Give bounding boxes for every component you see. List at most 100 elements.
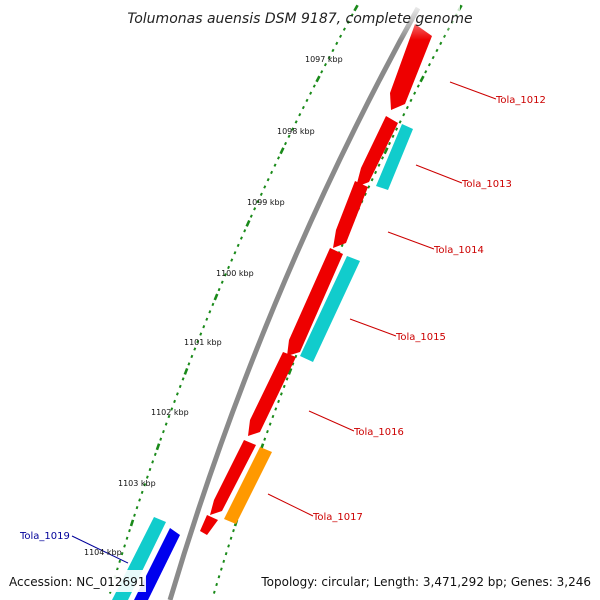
gene-label-tola-1015[interactable]: Tola_1015	[395, 332, 446, 343]
outer-tick	[346, 20, 350, 24]
gene-arrow-tola-1015[interactable]	[287, 248, 343, 356]
outer-tick	[350, 13, 354, 17]
outer-tick	[335, 41, 339, 46]
gene-arrow-tola-1015-reverse[interactable]	[300, 256, 360, 362]
inner-tick	[340, 243, 344, 248]
gene-label-tola-1013[interactable]: Tola_1013	[461, 179, 512, 190]
inner-tick	[215, 582, 219, 587]
outer-tick	[213, 293, 219, 301]
inner-tick	[291, 362, 295, 366]
outer-tick	[151, 460, 155, 464]
leader-tola-1019	[71, 535, 129, 564]
inner-tick	[383, 147, 389, 155]
outer-tick	[266, 178, 270, 182]
kbp-label: 1099 kbp	[247, 198, 285, 207]
inner-tick	[232, 528, 235, 533]
outer-tick	[135, 505, 139, 510]
inner-tick	[416, 84, 420, 88]
outer-tick	[170, 407, 174, 411]
outer-tick	[320, 70, 324, 74]
inner-tick	[224, 552, 228, 556]
inner-tick	[274, 407, 278, 411]
outer-tick	[294, 120, 298, 124]
inner-tick	[413, 91, 417, 95]
gene-arrow-tola-1016b[interactable]	[210, 440, 256, 515]
inner-tick	[279, 392, 283, 396]
gene-label-tola-1016[interactable]: Tola_1016	[353, 427, 404, 438]
inner-tick	[424, 70, 428, 74]
outer-tick	[270, 170, 274, 175]
label-leaders	[71, 81, 497, 564]
outer-tick	[173, 399, 176, 404]
inner-tick	[367, 185, 371, 189]
outer-tick	[153, 452, 157, 456]
gene-label-tola-1019[interactable]: Tola_1019	[19, 531, 70, 542]
inner-tick	[271, 414, 275, 419]
outer-tick	[273, 163, 277, 167]
footer-backdrop-right	[256, 570, 596, 592]
kbp-label: 1098 kbp	[277, 127, 315, 136]
kbp-label: 1102 kbp	[151, 408, 189, 417]
map-title: Tolumonas auensis DSM 9187, complete gen…	[127, 11, 472, 27]
inner-tick	[427, 62, 431, 67]
gene-arrow-tola-1013[interactable]	[356, 116, 398, 187]
outer-tick	[279, 147, 285, 155]
outer-tick	[339, 34, 343, 38]
outer-tick	[342, 27, 346, 31]
leader-tola-1013	[415, 164, 463, 184]
outer-tick	[323, 62, 327, 67]
inner-tick	[363, 192, 367, 196]
inner-tick	[435, 48, 439, 53]
kbp-label: 1100 kbp	[216, 269, 254, 278]
outer-tick	[128, 528, 131, 533]
outer-tick	[220, 280, 224, 284]
outer-tick	[233, 251, 237, 255]
gene-arrow-tola-1013-reverse[interactable]	[376, 124, 413, 190]
gene-arrow-tola-1012[interactable]	[390, 24, 432, 110]
outer-tick	[143, 483, 147, 487]
gene-arrow-tola-1014[interactable]	[333, 181, 368, 248]
outer-tick	[193, 347, 197, 351]
genome-backbone	[167, 6, 421, 600]
outer-tick	[202, 324, 206, 329]
leader-tola-1014	[387, 231, 435, 250]
gene-arrow-small[interactable]	[200, 515, 218, 535]
gene-label-tola-1012[interactable]: Tola_1012	[495, 95, 546, 106]
inner-tick	[227, 544, 230, 548]
gene-label-tola-1014[interactable]: Tola_1014	[433, 245, 484, 256]
outer-tick	[236, 243, 240, 248]
inner-tick	[277, 399, 280, 404]
kbp-label: 1097 kbp	[305, 55, 343, 64]
inner-tick	[439, 41, 443, 46]
gene-arrow-tola-1016[interactable]	[248, 352, 296, 436]
outer-tick	[227, 265, 231, 270]
accession-text: Accession: NC_012691	[9, 575, 145, 589]
footer-backdrop-left	[4, 570, 146, 592]
topology-summary: Topology: circular; Length: 3,471,292 bp…	[260, 575, 591, 589]
inner-tick	[266, 429, 269, 434]
outer-tick	[208, 310, 212, 314]
inner-tick	[431, 55, 435, 60]
gene-arrow-tola-1017[interactable]	[224, 447, 272, 524]
outer-tick	[249, 214, 253, 218]
outer-tick	[178, 384, 182, 389]
outer-tick	[190, 354, 194, 359]
outer-tick	[145, 475, 149, 479]
gene-label-tola-1017[interactable]: Tola_1017	[312, 512, 363, 523]
outer-tick	[283, 141, 288, 146]
inner-tick	[377, 163, 381, 167]
outer-tick	[115, 567, 119, 571]
outer-tick	[196, 339, 200, 344]
outer-tick	[239, 236, 243, 240]
inner-tick	[387, 141, 392, 146]
outer-tick	[301, 105, 305, 110]
outer-tick	[183, 367, 189, 375]
inner-tick	[285, 377, 289, 381]
outer-tick	[211, 302, 215, 307]
inner-tick	[395, 127, 399, 131]
inner-tick	[212, 590, 216, 594]
leader-tola-1016	[308, 410, 355, 432]
outer-tick	[327, 55, 331, 60]
kbp-label: 1101 kbp	[184, 338, 222, 347]
